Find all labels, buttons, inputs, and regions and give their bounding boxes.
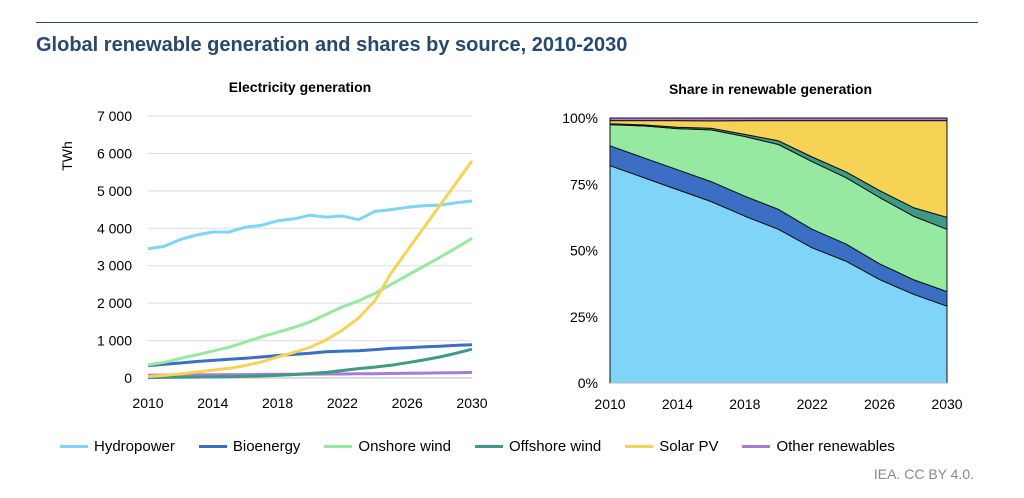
legend-label: Offshore wind xyxy=(508,437,602,455)
y-tick-label: 0 xyxy=(124,370,132,386)
series-line-bioenergy xyxy=(147,343,473,368)
legend-label: Solar PV xyxy=(659,437,719,455)
top-rule xyxy=(36,22,978,23)
x-tick-label: 2010 xyxy=(132,395,163,411)
chart-title: Share in renewable generation xyxy=(669,81,872,97)
electricity-generation-chart: Electricity generation TWh 0 1 000 2 000 3 00… xyxy=(59,79,488,411)
credit-text: IEA. CC BY 4.0. xyxy=(873,466,974,482)
legend-item-other-renewables[interactable]: Other renewables xyxy=(742,437,895,455)
legend-swatch xyxy=(60,444,88,448)
legend-label: Bioenergy xyxy=(232,437,301,455)
legend-swatch xyxy=(625,444,654,448)
legend-swatch xyxy=(198,444,227,448)
series-line-solar-pv xyxy=(147,160,474,378)
page-title: Global renewable generation and shares b… xyxy=(36,34,628,56)
legend-swatch xyxy=(324,444,353,448)
x-tick-label: 2018 xyxy=(262,395,293,411)
y-tick-label: 50% xyxy=(570,243,598,259)
legend-label: Other renewables xyxy=(776,437,895,455)
y-tick-label: 2 000 xyxy=(97,295,132,311)
x-tick-label: 2014 xyxy=(197,395,228,411)
y-tick-label: 5 000 xyxy=(97,183,132,199)
y-tick-label: 1 000 xyxy=(97,333,132,349)
legend-label: Onshore wind xyxy=(358,437,451,455)
y-axis-label: TWh xyxy=(59,141,75,171)
legend-swatch xyxy=(474,444,503,448)
legend: Hydropower Bioenergy Onshore wind Offsho… xyxy=(60,436,919,456)
chart-title: Electricity generation xyxy=(229,79,371,95)
y-tick-label: 4 000 xyxy=(97,220,132,236)
series-line-offshore-wind xyxy=(147,347,473,380)
legend-item-hydropower[interactable]: Hydropower xyxy=(60,438,175,455)
legend-item-onshore-wind[interactable]: Onshore wind xyxy=(324,438,451,455)
x-tick-label: 2030 xyxy=(931,396,962,412)
x-tick-label: 2030 xyxy=(456,395,487,411)
legend-item-bioenergy[interactable]: Bioenergy xyxy=(198,437,301,455)
y-tick-label: 7 000 xyxy=(97,108,132,124)
y-tick-label: 0% xyxy=(578,375,598,391)
x-tick-label: 2026 xyxy=(392,395,423,411)
x-tick-label: 2014 xyxy=(662,396,693,412)
y-tick-label: 25% xyxy=(570,309,598,325)
series-line-hydropower xyxy=(147,199,473,251)
legend-item-solar-pv[interactable]: Solar PV xyxy=(625,438,718,455)
y-tick-label: 6 000 xyxy=(97,145,132,161)
x-tick-label: 2022 xyxy=(797,396,828,412)
y-tick-label: 3 000 xyxy=(97,258,132,274)
legend-label: Hydropower xyxy=(94,437,175,455)
area-other-renewables xyxy=(609,117,948,122)
x-tick-label: 2022 xyxy=(327,395,358,411)
x-tick-label: 2018 xyxy=(729,396,760,412)
x-tick-label: 2026 xyxy=(864,396,895,412)
series-line-onshore-wind xyxy=(147,237,473,367)
legend-item-offshore-wind[interactable]: Offshore wind xyxy=(474,437,602,455)
y-tick-label: 100% xyxy=(562,110,598,126)
legend-swatch xyxy=(742,444,771,448)
x-tick-label: 2010 xyxy=(594,396,625,412)
share-renewable-chart: Share in renewable generation 0% 25% 50% 75%… xyxy=(562,81,963,412)
y-tick-label: 75% xyxy=(570,176,598,192)
